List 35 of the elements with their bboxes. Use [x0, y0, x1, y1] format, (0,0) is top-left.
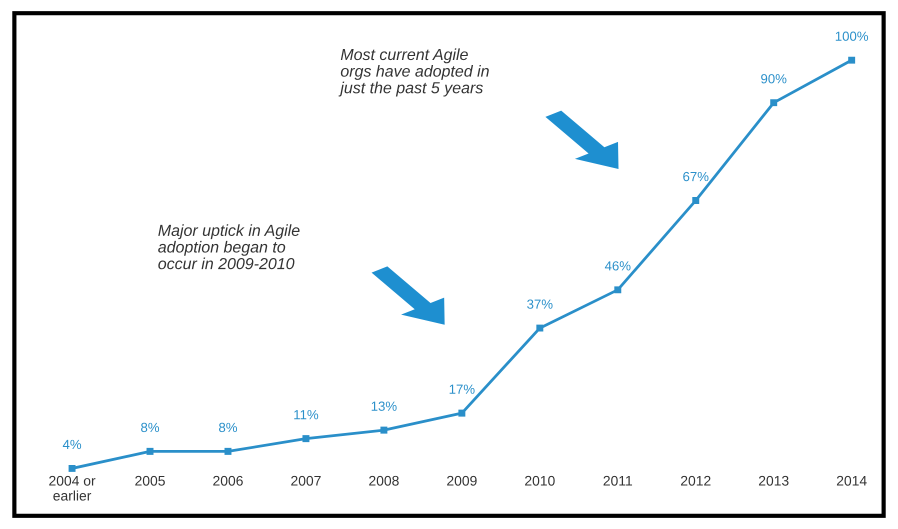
point: [380, 426, 388, 434]
x-tick-label: 2008: [369, 476, 399, 486]
point: [224, 448, 232, 455]
x-tick-label: 2011: [604, 476, 632, 486]
annotation: Most current Agile orgs have adopted in just the past 5 years: [338, 48, 489, 97]
data-label: 17%: [450, 384, 475, 394]
x-tick-label: 2012: [681, 476, 710, 486]
point: [614, 286, 622, 294]
data-label: 11%: [294, 410, 318, 420]
data-label: 8%: [219, 422, 238, 432]
x-tick-label: 2014: [836, 476, 867, 486]
data-label: 90%: [761, 74, 786, 84]
x-tick-label: 2009: [447, 476, 477, 486]
point: [458, 410, 466, 417]
point: [848, 56, 856, 64]
point: [536, 324, 544, 332]
point: [68, 464, 76, 472]
point: [770, 99, 778, 106]
x-tick-label: 2005: [135, 476, 165, 486]
data-label: 13%: [372, 402, 397, 411]
point: [692, 197, 700, 204]
x-tick-label: 2004 or earlier: [49, 476, 96, 501]
x-tick-label: 2007: [291, 476, 321, 486]
data-label: 8%: [141, 422, 160, 432]
annotation: Major uptick in Agile adoption began to occur in 2009-2010: [158, 224, 300, 270]
data-label: 67%: [683, 172, 708, 182]
point: [302, 435, 310, 442]
point: [146, 448, 154, 455]
x-tick-label: 2013: [758, 476, 789, 486]
data-label: 4%: [62, 440, 82, 450]
data-label: 37%: [527, 299, 553, 309]
data-label: 46%: [604, 261, 631, 271]
x-tick-label: 2006: [213, 476, 243, 486]
x-tick-label: 2010: [525, 476, 555, 486]
data-label: 100%: [836, 32, 868, 41]
